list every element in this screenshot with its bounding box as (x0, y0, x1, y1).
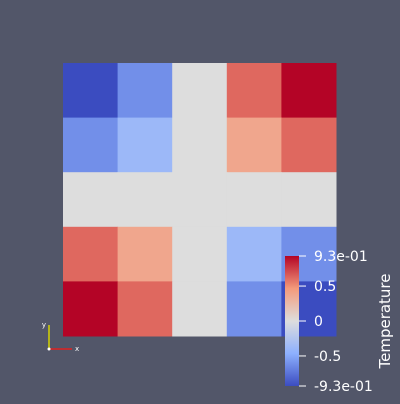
heatmap-cell-r3-c1 (117, 226, 173, 282)
colorbar-tick-label-3: -0.5 (314, 349, 341, 365)
heatmap-cell-r3-c0 (63, 226, 119, 282)
heatmap-cell-r4-c0 (63, 281, 119, 337)
colorbar-tick-label-4: -9.3e-01 (314, 379, 373, 395)
colorbar-title: Temperature (376, 273, 394, 369)
heatmap-cell-r2-c2 (172, 172, 228, 228)
colorbar-tick-label-0: 9.3e-01 (314, 249, 368, 265)
heatmap-cell-r0-c1 (117, 63, 173, 119)
heatmap-cell-r1-c0 (63, 117, 119, 173)
colorbar-tick-label-2: 0 (314, 314, 323, 330)
heatmap-cell-r4-c1 (117, 281, 173, 337)
heatmap-cell-r2-c1 (117, 172, 173, 228)
heatmap-cell-r4-c2 (172, 281, 228, 337)
heatmap-cell-r1-c4 (281, 117, 337, 173)
z-axis-point (47, 347, 51, 351)
heatmap-cell-r2-c3 (226, 172, 282, 228)
heatmap-cell-r2-c0 (63, 172, 119, 228)
heatmap-grid (63, 63, 337, 337)
orientation-axes-icon: y x (42, 321, 79, 353)
heatmap-cell-r1-c2 (172, 117, 228, 173)
heatmap-cell-r0-c3 (226, 63, 282, 119)
x-axis-label: x (75, 345, 79, 353)
heatmap-cell-r1-c3 (226, 117, 282, 173)
y-axis-label: y (42, 321, 46, 329)
heatmap-cell-r4-c3 (226, 281, 282, 337)
heatmap-cell-r3-c3 (226, 226, 282, 282)
heatmap-cell-r3-c2 (172, 226, 228, 282)
heatmap-cell-r0-c2 (172, 63, 228, 119)
colorbar (285, 256, 299, 386)
colorbar-ticks: 9.3e-01 0.5 0 -0.5 -9.3e-01 (299, 249, 373, 395)
heatmap-cell-r0-c0 (63, 63, 119, 119)
colorbar-tick-label-1: 0.5 (314, 279, 336, 295)
heatmap-cell-r2-c4 (281, 172, 337, 228)
heatmap-cell-r1-c1 (117, 117, 173, 173)
heatmap-cell-r0-c4 (281, 63, 337, 119)
